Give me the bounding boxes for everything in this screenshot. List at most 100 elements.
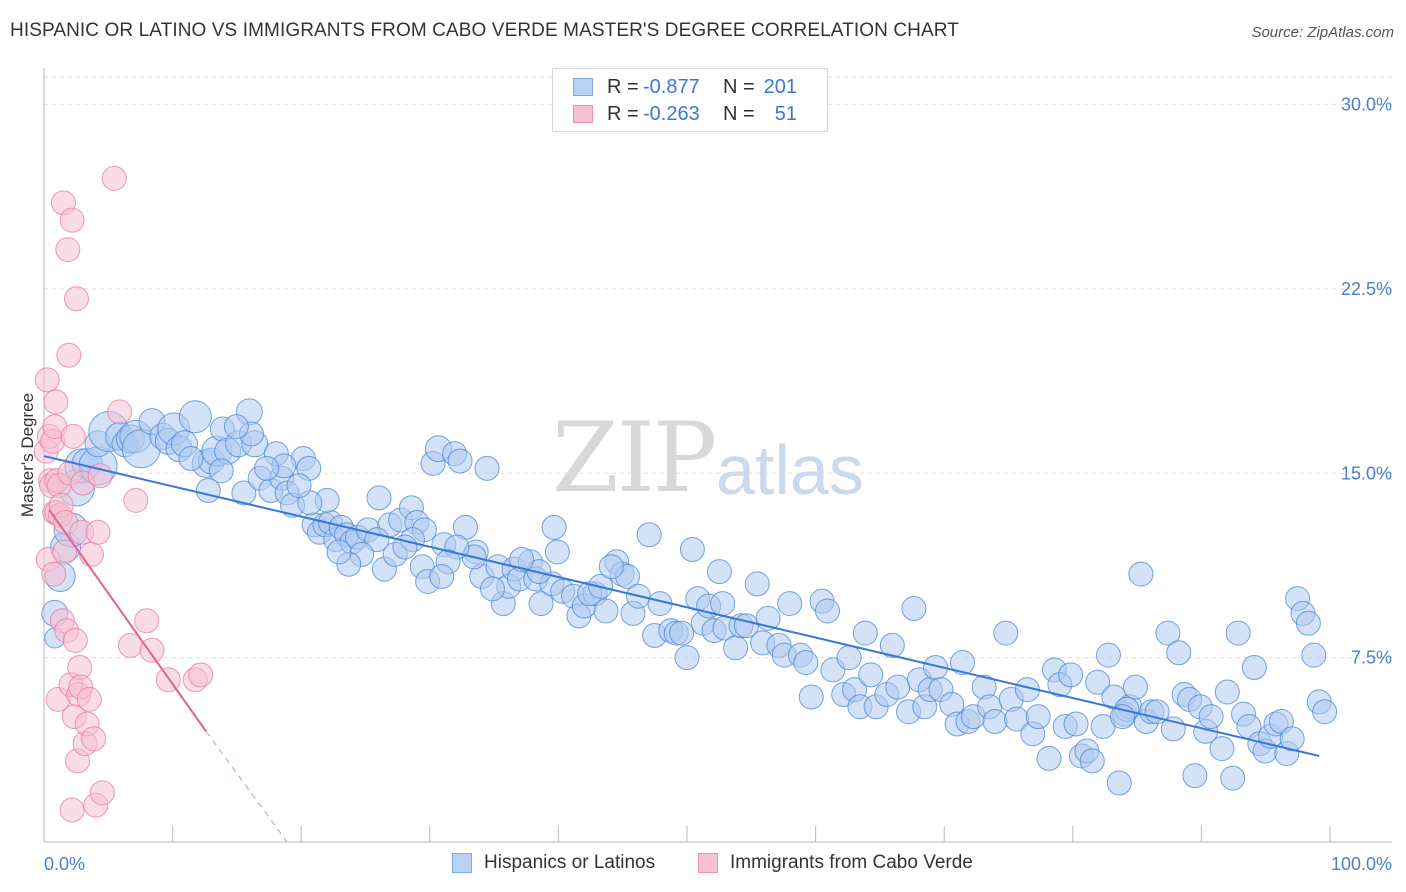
hispanic-point: [793, 650, 819, 676]
hispanic-point: [286, 473, 312, 499]
caboverde-point: [63, 286, 89, 312]
legend-r-label: R =: [607, 102, 639, 125]
hispanic-point: [1063, 711, 1089, 737]
hispanic-point: [879, 632, 905, 658]
caboverde-point: [139, 637, 165, 663]
hispanic-point: [223, 414, 249, 440]
hispanic-point: [1301, 642, 1327, 668]
hispanic-point: [598, 554, 624, 580]
caboverde-point: [55, 237, 81, 263]
legend-r-value: -0.263: [643, 102, 700, 125]
hispanic-point: [679, 536, 705, 562]
caboverde-point: [56, 342, 82, 368]
hispanic-point: [950, 650, 976, 676]
hispanic-point: [254, 455, 280, 481]
hispanic-point: [479, 576, 505, 602]
y-tick-label: 15.0%: [1341, 463, 1392, 483]
hispanic-point: [208, 458, 234, 484]
hispanic-point: [1295, 610, 1321, 636]
hispanic-point: [509, 546, 535, 572]
caboverde-point: [101, 165, 127, 191]
hispanic-point: [178, 400, 212, 434]
chart-title: HISPANIC OR LATINO VS IMMIGRANTS FROM CA…: [10, 20, 959, 41]
hispanic-point: [392, 534, 418, 560]
caboverde-point: [60, 423, 86, 449]
caboverde-point: [123, 487, 149, 513]
caboverde-point: [62, 627, 88, 653]
hispanic-point: [1312, 699, 1338, 725]
bottom-legend-label-series1: Hispanics or Latinos: [484, 852, 656, 873]
hispanic-point: [1155, 620, 1181, 646]
caboverde-point: [188, 662, 214, 688]
hispanic-point: [326, 539, 352, 565]
hispanic-point: [744, 571, 770, 597]
hispanic-point: [1225, 620, 1251, 646]
hispanic-point: [1122, 674, 1148, 700]
hispanic-point: [541, 514, 567, 540]
bottom-legend-swatch-series1: [452, 853, 472, 873]
caboverde-point: [34, 367, 60, 393]
caboverde-point: [79, 541, 105, 567]
hispanic-point: [231, 480, 257, 506]
hispanic-point: [195, 477, 221, 503]
hispanic-point: [814, 598, 840, 624]
hispanic-point: [544, 539, 570, 565]
hispanic-point: [1279, 726, 1305, 752]
hispanic-point: [447, 448, 473, 474]
bottom-legend-swatch-series2: [698, 853, 718, 873]
hispanic-point: [669, 620, 695, 646]
bottom-legend-series1[interactable]: Hispanics or Latinos: [452, 852, 655, 874]
hispanic-point: [852, 620, 878, 646]
legend-row-series2: R = -0.263 N = 51: [573, 101, 797, 127]
caboverde-point: [52, 539, 78, 565]
hispanic-point: [710, 591, 736, 617]
caboverde-point: [43, 389, 69, 415]
hispanic-point: [1144, 699, 1170, 725]
hispanic-point: [636, 522, 662, 548]
legend-r-label: R =: [607, 75, 639, 98]
hispanic-point: [1085, 669, 1111, 695]
caboverde-point: [59, 797, 85, 823]
hispanic-point: [836, 645, 862, 671]
y-tick-label: 22.5%: [1341, 279, 1392, 299]
hispanic-point: [777, 591, 803, 617]
hispanic-point: [1182, 763, 1208, 789]
legend-n-label: N =: [723, 75, 755, 98]
hispanic-point: [1220, 765, 1246, 791]
hispanic-point: [1025, 704, 1051, 730]
caboverde-point: [41, 561, 67, 587]
legend-box: R = -0.877 N = 201 R = -0.263 N = 51: [552, 68, 828, 132]
hispanic-point: [901, 595, 927, 621]
watermark-atlas: atlas: [716, 431, 864, 509]
legend-row-series1: R = -0.877 N = 201: [573, 74, 797, 100]
hispanic-point: [178, 446, 204, 472]
y-tick-label: 30.0%: [1341, 95, 1392, 115]
caboverde-point: [89, 780, 115, 806]
hispanic-point: [982, 709, 1008, 735]
watermark-zip: ZIP: [552, 402, 717, 514]
hispanic-point: [1166, 640, 1192, 666]
legend-n-value: 51: [774, 102, 797, 125]
hispanic-point: [1095, 642, 1121, 668]
hispanic-point: [1198, 704, 1224, 730]
hispanic-point: [1106, 770, 1132, 796]
hispanic-point: [1036, 745, 1062, 771]
source-label: Source: ZipAtlas.com: [1251, 24, 1394, 41]
hispanic-point: [798, 684, 824, 710]
hispanic-point: [858, 662, 884, 688]
caboverde-trend-line: [48, 509, 207, 732]
hispanic-point: [528, 591, 554, 617]
bottom-legend-series2[interactable]: Immigrants from Cabo Verde: [698, 852, 973, 874]
hispanic-point: [1079, 748, 1105, 774]
legend-swatch-series1: [573, 78, 593, 96]
hispanic-point: [474, 455, 500, 481]
legend-swatch-series2: [573, 105, 593, 123]
caboverde-point: [81, 726, 107, 752]
legend-n-label: N =: [723, 102, 755, 125]
hispanic-point: [366, 485, 392, 511]
hispanic-point: [885, 674, 911, 700]
hispanic-point: [993, 620, 1019, 646]
legend-r-value: -0.877: [643, 75, 700, 98]
y-tick-label: 7.5%: [1351, 648, 1392, 668]
